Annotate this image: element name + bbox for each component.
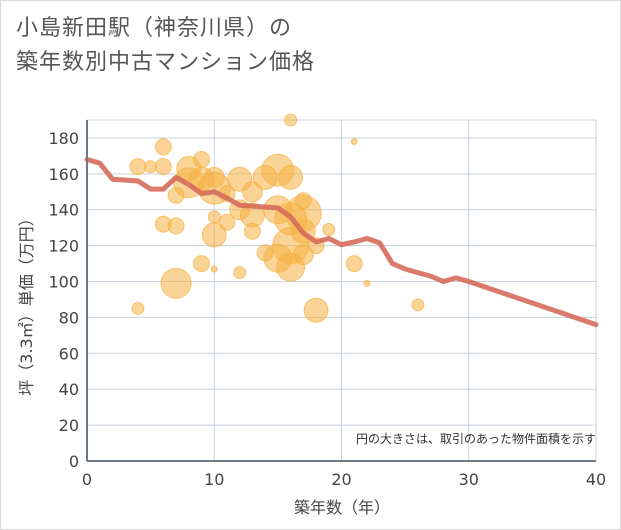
- data-bubble: [411, 298, 425, 312]
- grid-lines: [87, 119, 597, 461]
- data-bubble: [129, 158, 147, 176]
- tick-labels: 0 20 40 60 80 100 120 140 160 180 0 10 20 30 40: [48, 129, 606, 489]
- data-bubble: [210, 265, 218, 273]
- data-bubble: [233, 266, 247, 280]
- data-bubble: [193, 150, 211, 168]
- x-tick-label: 10: [204, 470, 224, 489]
- x-tick-label: 40: [586, 470, 606, 489]
- bubble-layer: [129, 113, 425, 323]
- data-bubble: [292, 244, 314, 266]
- data-bubble: [218, 213, 236, 231]
- y-tick-label: 60: [59, 344, 79, 363]
- y-tick-label: 120: [48, 237, 79, 256]
- y-tick-label: 140: [48, 201, 79, 220]
- x-tick-label: 30: [459, 470, 479, 489]
- data-bubble: [167, 217, 185, 235]
- bubble-size-note: 円の大きさは、取引のあった物件面積を示す: [356, 431, 596, 446]
- x-tick-label: 20: [331, 470, 351, 489]
- y-tick-label: 160: [48, 165, 79, 184]
- data-bubble: [278, 164, 304, 190]
- chart-title-line1: 小島新田駅（神奈川県）の: [16, 16, 293, 41]
- data-bubble: [345, 255, 363, 273]
- y-tick-label: 40: [59, 380, 79, 399]
- y-tick-label: 20: [59, 416, 79, 435]
- data-bubble: [363, 279, 371, 287]
- trend-line: [84, 157, 599, 328]
- data-bubble: [243, 222, 261, 240]
- data-bubble: [154, 138, 172, 156]
- chart-title: 小島新田駅（神奈川県）の 築年数別中古マンション価格: [16, 12, 315, 80]
- data-bubble: [131, 301, 145, 315]
- y-tick-label: 100: [48, 273, 79, 292]
- data-bubble: [201, 222, 227, 248]
- y-tick-label: 80: [59, 308, 79, 327]
- data-bubble: [144, 160, 158, 174]
- data-bubble: [160, 267, 192, 299]
- trend-layer: [84, 157, 599, 328]
- data-bubble: [154, 158, 172, 176]
- x-axis-title: 築年数（年）: [294, 498, 390, 517]
- data-bubble: [207, 210, 221, 224]
- data-bubble: [284, 113, 298, 127]
- data-bubble: [303, 297, 329, 323]
- data-bubble: [193, 255, 211, 273]
- x-tick-label: 0: [82, 470, 92, 489]
- data-bubble: [322, 222, 336, 236]
- y-tick-label: 180: [48, 129, 79, 148]
- axes: [86, 120, 596, 462]
- chart-title-line2: 築年数別中古マンション価格: [16, 50, 316, 75]
- data-bubble: [350, 138, 358, 146]
- y-tick-label: 0: [69, 452, 79, 471]
- y-axis-title: 坪（3.3㎡）単価（万円）: [17, 210, 36, 395]
